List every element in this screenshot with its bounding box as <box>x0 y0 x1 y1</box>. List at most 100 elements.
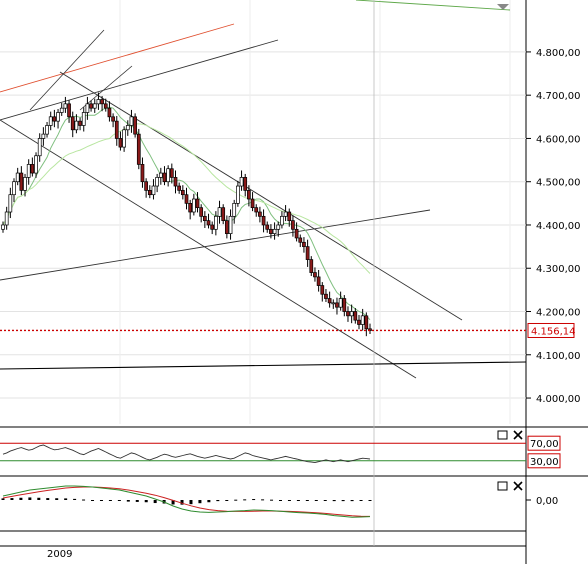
macd-histogram-bar <box>55 498 58 500</box>
candle-body <box>167 169 170 182</box>
candle-body <box>137 134 140 164</box>
macd-histogram-bar <box>369 500 372 501</box>
candle-body <box>130 117 133 126</box>
x-axis-year-label: 2009 <box>47 549 72 560</box>
macd-signal-line <box>3 487 370 516</box>
y-tick-label: 4.400,00 <box>536 221 581 232</box>
candle-body <box>79 121 82 125</box>
macd-close-icon[interactable] <box>514 482 522 490</box>
candle-body <box>2 225 5 229</box>
candle-body <box>126 125 129 129</box>
candle-body <box>328 299 331 303</box>
macd-histogram-bar <box>306 500 309 501</box>
macd-histogram-bar <box>91 500 94 501</box>
macd-histogram-bar <box>360 500 363 501</box>
macd-maximize-button[interactable] <box>498 482 507 490</box>
candle-body <box>60 108 63 112</box>
candle-body <box>269 229 272 233</box>
y-tick-label: 4.600,00 <box>536 134 581 145</box>
candle-body <box>119 138 122 147</box>
candle-body <box>200 208 203 217</box>
macd-histogram-bar <box>37 498 40 500</box>
y-tick-label: 4.300,00 <box>536 264 581 275</box>
macd-histogram-bar <box>198 500 201 503</box>
candle-body <box>350 312 353 316</box>
candle-body <box>306 247 309 260</box>
candle-body <box>115 121 118 138</box>
candle-body <box>302 242 305 246</box>
candle-body <box>90 104 93 108</box>
candle-body <box>244 177 247 190</box>
y-tick-label: 4.800,00 <box>536 48 581 59</box>
candle-body <box>108 108 111 117</box>
candle-body <box>277 225 280 229</box>
candle-body <box>86 104 89 113</box>
candle-body <box>159 173 162 177</box>
candle-body <box>24 177 27 190</box>
macd-histogram-bar <box>82 500 85 501</box>
candle-body <box>71 117 74 130</box>
macd-histogram-bar <box>351 500 354 501</box>
candle-body <box>9 195 12 212</box>
macd-histogram-bar <box>297 500 300 501</box>
candle-body <box>170 169 173 178</box>
candle-body <box>101 100 104 104</box>
y-tick-label: 4.500,00 <box>536 178 581 189</box>
candle-body <box>247 190 250 199</box>
macd-histogram-bar <box>288 500 291 501</box>
candle-body <box>262 216 265 225</box>
macd-histogram-bar <box>261 499 264 500</box>
candle-body <box>291 221 294 230</box>
candle-body <box>324 294 327 298</box>
macd-histogram-bar <box>109 500 112 501</box>
oscillator-close-icon[interactable] <box>514 431 522 439</box>
oscillator-level-label: 30,00 <box>530 457 559 468</box>
macd-histogram-bar <box>145 500 148 502</box>
candle-body <box>339 299 342 308</box>
macd-histogram-bar <box>234 500 237 501</box>
macd-histogram-bar <box>10 498 13 500</box>
candle-body <box>240 177 243 186</box>
candle-body <box>317 277 320 286</box>
macd-histogram-bar <box>252 499 255 500</box>
candle-body <box>332 303 335 304</box>
candle-body <box>97 100 100 104</box>
candle-body <box>145 182 148 191</box>
candle-body <box>236 186 239 203</box>
candle-body <box>192 199 195 212</box>
y-tick-label: 4.200,00 <box>536 308 581 319</box>
price-panel <box>0 0 526 424</box>
candle-body <box>218 208 221 217</box>
candle-body <box>266 225 269 229</box>
candle-body <box>211 225 214 229</box>
candle-body <box>203 216 206 220</box>
candle-body <box>222 208 225 221</box>
candle-body <box>93 104 96 108</box>
macd-histogram-bar <box>28 497 31 500</box>
macd-histogram-bar <box>207 500 210 502</box>
oscillator-maximize-button[interactable] <box>498 431 507 439</box>
candle-body <box>313 273 316 277</box>
macd-histogram-bar <box>64 498 67 500</box>
candle-body <box>57 112 60 121</box>
oscillator-level-label: 70,00 <box>530 439 559 450</box>
candle-body <box>68 104 71 117</box>
candle-body <box>258 212 261 216</box>
last-price-text: 4.156,14 <box>531 326 576 337</box>
macd-histogram-bar <box>2 498 5 500</box>
candle-body <box>335 303 338 307</box>
candle-body <box>31 164 34 173</box>
candle-body <box>295 229 298 238</box>
candle-body <box>214 216 217 229</box>
macd-histogram-bar <box>100 500 103 501</box>
candle-body <box>284 212 287 216</box>
macd-histogram-bar <box>216 500 219 501</box>
macd-histogram-bar <box>127 500 130 502</box>
candle-body <box>82 112 85 125</box>
candle-body <box>156 177 159 186</box>
candle-body <box>46 125 49 134</box>
candle-body <box>288 212 291 221</box>
candle-body <box>152 186 155 195</box>
